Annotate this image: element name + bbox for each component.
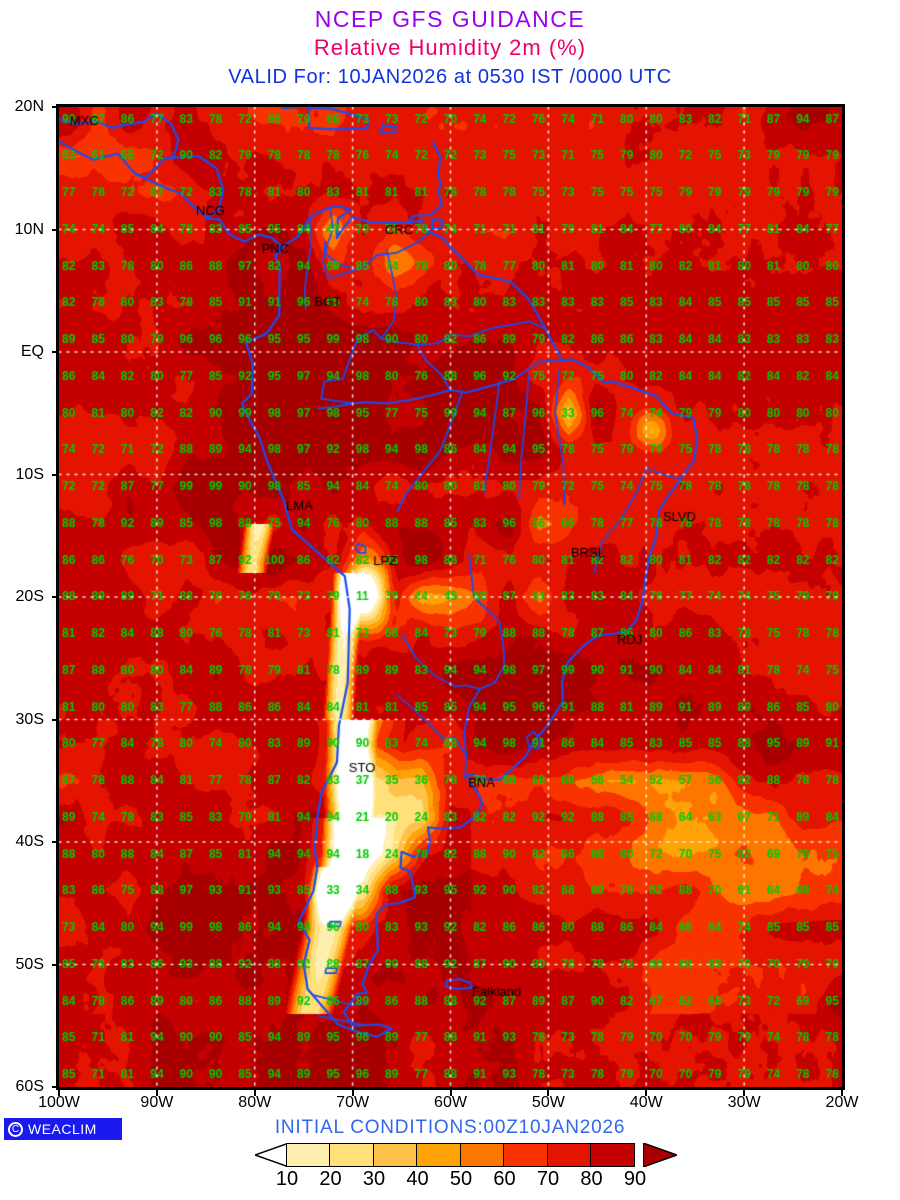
lon-tick <box>645 1090 648 1096</box>
lat-axis-label-60S: 60S <box>15 1078 44 1095</box>
colorbar-tick-70: 70 <box>536 1168 560 1190</box>
colorbar-swatch-30 <box>372 1143 418 1167</box>
colorbar-swatch-60 <box>503 1143 548 1167</box>
valid-time-subtitle: VALID For: 10JAN2026 at 0530 IST /0000 U… <box>228 66 672 88</box>
lon-axis-label-80W: 80W <box>238 1094 272 1111</box>
colorbar-tick-30: 30 <box>362 1168 386 1190</box>
colorbar-swatch-80 <box>590 1143 635 1167</box>
lat-tick <box>52 1086 59 1088</box>
colorbar-swatches <box>285 1143 635 1167</box>
lat-axis-label-20S: 20S <box>15 588 44 605</box>
page-title: NCEP GFS GUIDANCE <box>314 6 586 32</box>
lat-tick <box>52 106 59 108</box>
lon-axis-label-40W: 40W <box>629 1094 663 1111</box>
color-scale-bar <box>255 1143 677 1167</box>
lat-tick <box>52 841 59 843</box>
lon-axis-label-30W: 30W <box>727 1094 761 1111</box>
copyright-circle-icon: C <box>8 1121 23 1137</box>
lon-tick <box>743 1090 746 1096</box>
colorbar-tick-90: 90 <box>623 1168 647 1190</box>
lon-axis-label-70W: 70W <box>336 1094 370 1111</box>
lon-axis-label-100W: 100W <box>38 1094 80 1111</box>
lon-tick <box>351 1090 354 1096</box>
colorbar-tick-50: 50 <box>449 1168 473 1190</box>
lon-axis-label-90W: 90W <box>140 1094 174 1111</box>
lat-axis-label-10S: 10S <box>15 465 44 483</box>
lat-axis-label-30S: 30S <box>15 710 44 728</box>
lon-tick <box>58 1090 60 1096</box>
colorbar-swatch-50 <box>459 1143 505 1167</box>
lat-tick <box>52 473 59 476</box>
colorbar-swatch-40 <box>416 1143 461 1167</box>
lat-tick <box>52 228 59 231</box>
lon-axis-label-60W: 60W <box>434 1094 467 1111</box>
colorbar-tick-10: 10 <box>275 1168 299 1190</box>
colorbar-tick-labels: 10 20 30 40 50 60 70 80 90 <box>255 1168 675 1194</box>
colorbar-tick-40: 40 <box>406 1168 429 1190</box>
lat-axis-label-40S: 40S <box>15 833 44 850</box>
lat-tick <box>52 351 59 353</box>
colorbar-swatch-10 <box>285 1143 331 1167</box>
lon-tick <box>841 1090 843 1096</box>
parameter-title: Relative Humidity 2m (%) <box>313 35 587 60</box>
lat-axis-label-10N: 10N <box>14 220 44 238</box>
colorbar-tick-20: 20 <box>319 1168 342 1190</box>
title-block: NCEP GFS GUIDANCE Relative Humidity 2m (… <box>0 0 900 89</box>
lat-axis-label-50S: 50S <box>15 955 44 973</box>
lat-tick <box>52 718 59 721</box>
colorbar-tick-60: 60 <box>493 1168 516 1190</box>
colorbar-tick-80: 80 <box>580 1168 603 1190</box>
colorbar-swatch-20 <box>329 1143 374 1167</box>
lat-axis-label-EQ: EQ <box>20 343 44 360</box>
weaclim-logo-text: WEACLIM <box>28 1121 97 1137</box>
lon-tick <box>253 1090 256 1096</box>
lon-tick <box>449 1090 452 1096</box>
lon-tick <box>547 1090 550 1096</box>
lat-tick <box>52 963 59 966</box>
lon-axis-label-20W: 20W <box>825 1094 859 1111</box>
lat-axis-label-20N: 20N <box>14 98 44 115</box>
initial-conditions-label: INITIAL CONDITIONS:00Z10JAN2026 <box>274 1117 626 1138</box>
colorbar-swatch-70 <box>546 1143 592 1167</box>
lon-tick <box>155 1090 158 1096</box>
weaclim-logo[interactable]: C WEACLIM <box>4 1118 122 1140</box>
map-plot-area[interactable] <box>56 104 845 1090</box>
colorbar-low-cap <box>255 1143 289 1167</box>
humidity-heatmap-canvas <box>59 107 842 1087</box>
lon-axis-label-50W: 50W <box>531 1094 565 1111</box>
colorbar-high-cap <box>643 1143 677 1167</box>
lat-tick <box>52 596 59 598</box>
